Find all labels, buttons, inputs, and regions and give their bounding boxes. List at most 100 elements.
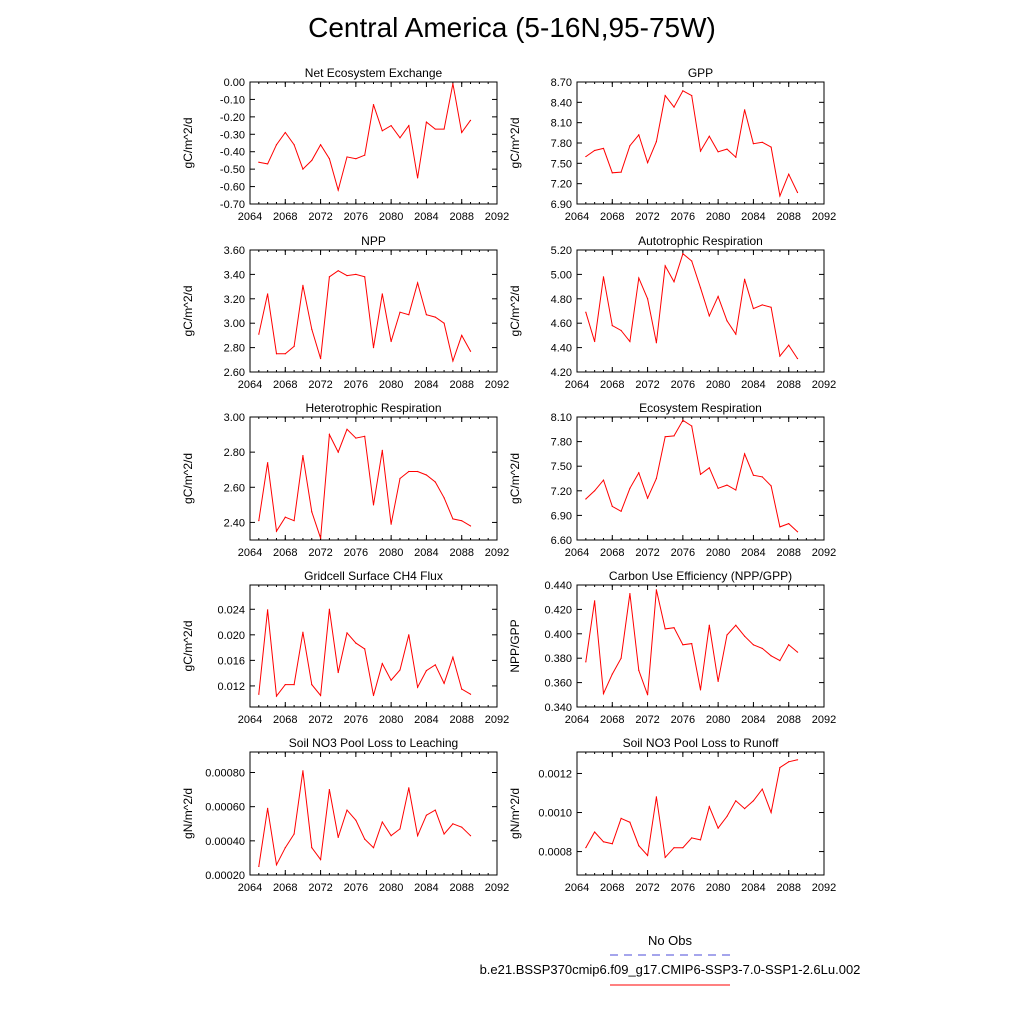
data-point <box>699 150 702 152</box>
data-point <box>646 854 649 857</box>
data-point <box>691 94 693 97</box>
y-tick-label: 7.20 <box>551 179 572 191</box>
data-point <box>372 347 375 349</box>
data-point <box>364 154 366 156</box>
data-point <box>682 253 684 255</box>
data-point <box>717 151 719 153</box>
x-tick-label: 2072 <box>308 211 332 223</box>
data-point <box>611 843 613 845</box>
data-point <box>443 682 445 684</box>
y-tick-label: 3.60 <box>224 245 245 257</box>
data-point <box>337 270 339 272</box>
x-tick-label: 2084 <box>741 211 765 223</box>
x-tick-label: 2064 <box>238 714 262 726</box>
data-point <box>408 787 410 789</box>
data-point <box>417 177 419 179</box>
y-axis-label: gC/m^2/d <box>181 453 195 504</box>
data-point <box>664 94 666 97</box>
data-point <box>646 162 649 164</box>
x-tick-label: 2064 <box>238 547 262 559</box>
data-point <box>629 145 631 147</box>
x-tick-label: 2088 <box>776 379 800 391</box>
data-point <box>275 695 278 697</box>
data-point <box>399 669 401 671</box>
data-point <box>594 831 596 833</box>
data-point <box>699 839 702 841</box>
data-point <box>302 631 304 633</box>
data-point <box>752 143 755 145</box>
data-point <box>346 156 348 158</box>
y-tick-label: -0.20 <box>220 112 245 124</box>
data-point <box>788 523 790 525</box>
data-point <box>346 809 348 811</box>
data-point <box>258 333 260 335</box>
x-tick-label: 2064 <box>238 882 262 894</box>
data-point <box>461 688 463 690</box>
x-tick-label: 2080 <box>706 211 730 223</box>
y-axis-label: gN/m^2/d <box>181 788 195 839</box>
x-tick-label: 2064 <box>565 714 589 726</box>
data-point <box>638 134 640 136</box>
y-tick-label: 0.00020 <box>205 870 245 882</box>
data-point <box>443 128 445 130</box>
data-point <box>417 686 419 688</box>
x-tick-label: 2072 <box>308 714 332 726</box>
data-point <box>355 642 357 644</box>
x-tick-label: 2092 <box>812 714 836 726</box>
data-point <box>602 692 605 695</box>
data-point <box>293 144 295 146</box>
x-tick-label: 2084 <box>741 547 765 559</box>
y-tick-label: 0.400 <box>544 629 572 641</box>
panel-3: Autotrophic Respiration gC/m^2/d 2064 2068 2… <box>508 234 836 391</box>
data-point <box>646 694 649 696</box>
y-tick-label: 0.024 <box>217 604 245 616</box>
y-tick-label: 8.40 <box>551 97 572 109</box>
data-point <box>372 504 375 506</box>
x-tick-label: 2088 <box>449 714 473 726</box>
data-point <box>408 634 410 636</box>
x-tick-label: 2088 <box>449 547 473 559</box>
data-point <box>744 278 746 280</box>
data-point <box>735 489 737 491</box>
data-point <box>372 104 375 106</box>
data-point <box>770 811 772 814</box>
x-tick-label: 2072 <box>308 882 332 894</box>
data-point <box>381 821 383 823</box>
data-point <box>594 600 596 602</box>
data-point <box>655 141 657 143</box>
y-tick-label: 0.016 <box>217 655 245 667</box>
x-tick-label: 2092 <box>485 714 509 726</box>
data-point <box>726 148 728 150</box>
data-point <box>434 809 436 811</box>
y-tick-label: 7.50 <box>551 461 572 473</box>
data-point <box>646 497 649 499</box>
panel-7: Carbon Use Efficiency (NPP/GPP) NPP/GPP 20… <box>508 569 836 726</box>
data-point <box>779 767 781 769</box>
x-tick-label: 2088 <box>776 547 800 559</box>
data-point <box>364 276 366 278</box>
data-point <box>319 859 322 861</box>
data-point <box>682 90 684 92</box>
y-tick-label: 0.00080 <box>205 768 245 780</box>
panel-title: Net Ecosystem Exchange <box>305 66 443 80</box>
y-tick-label: 4.40 <box>551 343 572 355</box>
x-tick-label: 2068 <box>273 714 297 726</box>
data-point <box>629 340 631 343</box>
data-point <box>293 520 295 522</box>
y-tick-label: 0.0010 <box>538 808 572 820</box>
data-point <box>461 826 463 828</box>
data-point <box>417 282 419 284</box>
data-point <box>655 342 657 344</box>
data-point <box>655 796 657 798</box>
x-tick-label: 2092 <box>812 211 836 223</box>
data-point <box>408 314 410 316</box>
x-tick-label: 2068 <box>600 379 624 391</box>
data-point <box>691 837 693 839</box>
y-tick-label: 5.00 <box>551 269 572 281</box>
data-point <box>267 609 269 611</box>
data-point <box>328 276 330 278</box>
y-tick-label: 2.80 <box>224 343 245 355</box>
panel-title: Ecosystem Respiration <box>639 401 762 415</box>
y-tick-label: -0.30 <box>220 129 245 141</box>
x-tick-label: 2068 <box>600 882 624 894</box>
